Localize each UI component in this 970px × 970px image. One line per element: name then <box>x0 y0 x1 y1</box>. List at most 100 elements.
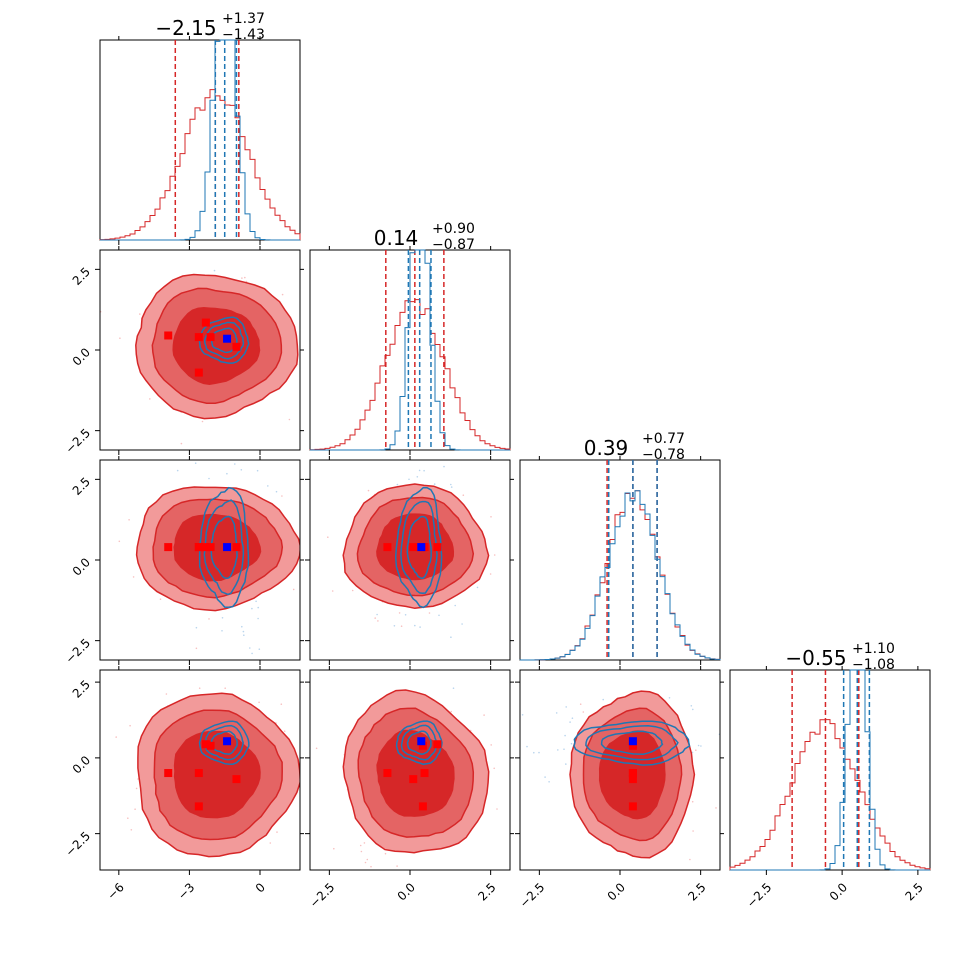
y-tick-label: 2.5 <box>70 677 93 700</box>
blue-sample-point <box>251 652 253 655</box>
red-marker <box>628 741 637 750</box>
red-sample-point <box>695 749 697 751</box>
x-tick-label: −2.5 <box>517 880 548 911</box>
blue-sample-point <box>243 634 245 636</box>
red-sample-point <box>366 858 369 861</box>
red-sample-point <box>198 687 201 689</box>
panel-title-upper: +0.77 <box>642 431 685 447</box>
x-tick-label: 2.5 <box>685 880 708 903</box>
red-sample-point <box>301 783 303 785</box>
marginal-panel-2: 0.14 +0.90−0.87 <box>309 221 511 451</box>
blue-marker <box>417 737 426 746</box>
blue-sample-point <box>565 706 567 708</box>
red-marker <box>194 368 203 377</box>
red-sample-point <box>319 526 321 528</box>
red-marker <box>628 775 637 784</box>
blue-sample-point <box>433 483 436 485</box>
red-marker <box>232 775 241 784</box>
red-sample-point <box>269 842 272 844</box>
blue-sample-point <box>416 476 419 478</box>
red-sample-point <box>383 880 385 882</box>
blue-sample-point <box>394 413 396 415</box>
red-sample-point <box>306 352 308 354</box>
red-marker <box>433 740 442 749</box>
blue-sample-point <box>450 486 453 488</box>
red-sample-point <box>159 598 162 600</box>
red-sample-point <box>367 489 370 492</box>
scatter-panel-4-1 <box>99 669 303 871</box>
red-marker <box>418 741 427 750</box>
blue-histogram-2 <box>310 249 510 451</box>
blue-sample-point <box>404 614 407 616</box>
red-sample-point <box>149 398 151 400</box>
blue-sample-point <box>668 697 671 699</box>
red-sample-point <box>241 277 243 279</box>
blue-sample-point <box>257 434 259 436</box>
red-sample-point <box>201 420 204 423</box>
y-tick-label: 2.5 <box>70 265 93 288</box>
red-sample-point <box>208 618 210 620</box>
red-sample-point <box>579 703 582 705</box>
panel-title-value: 0.14 <box>374 226 419 250</box>
blue-sample-point <box>548 781 550 783</box>
x-tick-label: −3 <box>175 880 197 902</box>
blue-sample-point <box>376 613 378 616</box>
red-marker <box>164 331 173 340</box>
x-tick-label: −6 <box>104 880 126 902</box>
red-marker <box>409 543 418 552</box>
red-sample-point <box>283 730 286 732</box>
blue-contour-level-1 <box>394 486 443 609</box>
red-sample-point <box>582 711 585 713</box>
red-marker <box>206 543 215 552</box>
blue-sample-point <box>544 776 546 778</box>
red-sample-point <box>715 807 717 809</box>
red-sample-point <box>139 313 141 315</box>
red-sample-point <box>428 612 431 614</box>
red-histogram-1 <box>99 89 301 241</box>
red-marker <box>232 342 241 351</box>
red-marker <box>206 333 215 342</box>
red-marker <box>194 543 203 552</box>
marginal-panel-3: 0.39 +0.77−0.78 <box>519 431 721 661</box>
blue-histogram-1 <box>100 39 300 241</box>
blue-sample-point <box>443 465 445 468</box>
panel-title-upper: +1.37 <box>222 11 265 27</box>
scatter-panel-2-1 <box>99 249 308 451</box>
red-marker <box>201 740 210 749</box>
blue-marker <box>223 543 232 552</box>
red-sample-point <box>127 817 129 819</box>
red-sample-point <box>258 701 260 704</box>
y-tick-label: −2.5 <box>63 426 94 457</box>
blue-sample-point <box>396 422 398 424</box>
scatter-panel-3-1 <box>99 434 321 661</box>
blue-contour-level-2 <box>203 321 245 360</box>
blue-sample-point <box>692 708 694 711</box>
blue-sample-point <box>418 469 421 472</box>
blue-sample-point <box>185 440 187 442</box>
y-tick-label: 0.0 <box>70 345 93 368</box>
marginal-panel-1: −2.15 +1.37−1.43 <box>99 11 301 241</box>
red-sample-point <box>165 693 168 695</box>
red-sample-point <box>115 736 117 738</box>
red-sample-point <box>118 540 121 543</box>
blue-sample-point <box>775 747 777 749</box>
red-sample-point <box>305 542 307 544</box>
red-sample-point <box>288 418 291 421</box>
blue-sample-point <box>408 478 410 481</box>
red-marker <box>383 769 392 778</box>
x-tick-label: −2.5 <box>744 880 775 911</box>
blue-sample-point <box>555 712 558 714</box>
blue-sample-point <box>565 763 567 765</box>
blue-marker <box>628 737 637 746</box>
blue-sample-point <box>221 617 224 619</box>
panel-title-value: −2.15 <box>155 16 216 40</box>
red-sample-point <box>119 337 121 340</box>
blue-sample-point <box>240 469 243 471</box>
red-sample-point <box>244 276 246 279</box>
red-sample-point <box>351 589 354 592</box>
scatter-panel-4-2 <box>309 669 511 882</box>
x-tick-label: 0 <box>253 880 268 895</box>
red-sample-point <box>490 516 492 518</box>
blue-sample-point <box>414 624 416 627</box>
red-marker <box>194 802 203 811</box>
